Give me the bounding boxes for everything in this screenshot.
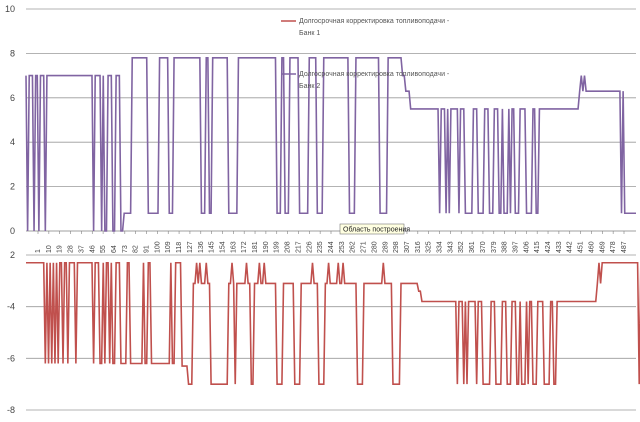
x-tick-label: 127 xyxy=(187,241,194,253)
x-tick-label: 388 xyxy=(502,241,509,253)
x-tick-label: 325 xyxy=(426,241,433,253)
x-tick-label: 433 xyxy=(556,241,563,253)
x-tick-label: 19 xyxy=(57,245,64,253)
x-tick-label: 82 xyxy=(133,245,140,253)
x-axis: 1 10 19 28 37 46 55 64 73 82 91 100 109 118 127 136 145 1… xyxy=(35,231,628,253)
x-tick-label: 118 xyxy=(176,242,183,253)
x-tick-label: 289 xyxy=(382,241,389,253)
x-tick-label: 415 xyxy=(534,241,541,253)
top-y-tick-label: 8 xyxy=(10,48,15,58)
x-tick-label: 334 xyxy=(437,241,444,253)
x-tick-label: 55 xyxy=(100,245,107,253)
legend-label-bank-2-line2: Банк 2 xyxy=(299,83,320,90)
plot-area-tooltip: Область построения xyxy=(339,223,410,235)
bottom-y-tick-label: -6 xyxy=(7,353,15,363)
x-tick-label: 352 xyxy=(458,241,465,253)
x-tick-label: 307 xyxy=(404,241,411,253)
x-tick-label: 379 xyxy=(491,241,498,253)
x-tick-label: 145 xyxy=(209,241,216,253)
x-tick-label: 1 xyxy=(35,249,42,253)
legend-entry-bank-2[interactable]: Долгосрочная корректировка топливоподачи… xyxy=(281,71,450,90)
top-y-tick-label: 6 xyxy=(10,93,15,103)
x-tick-label: 343 xyxy=(447,241,454,253)
x-tick-label: 37 xyxy=(78,245,85,253)
x-tick-label: 154 xyxy=(219,241,226,253)
x-tick-label: 172 xyxy=(241,241,248,253)
x-tick-label: 91 xyxy=(144,245,151,253)
series-line-bank-1 xyxy=(26,261,640,385)
x-tick-label: 181 xyxy=(252,241,259,253)
series-line-bank-2 xyxy=(25,57,636,232)
x-tick-label: 244 xyxy=(328,241,335,253)
x-tick-label: 199 xyxy=(274,241,281,253)
x-tick-label: 451 xyxy=(578,241,585,253)
legend-label-bank-1-line1: Долгосрочная корректировка топливоподачи… xyxy=(299,18,450,25)
x-tick-label: 100 xyxy=(154,241,161,253)
x-tick-label: 190 xyxy=(263,241,270,253)
x-tick-label: 136 xyxy=(198,241,205,253)
x-tick-label: 262 xyxy=(350,241,357,253)
x-tick-label: 370 xyxy=(480,241,487,253)
x-tick-label: 217 xyxy=(295,241,302,253)
legend: Долгосрочная корректировка топливоподачи… xyxy=(281,18,450,90)
x-tick-label: 46 xyxy=(89,245,96,253)
x-tick-label: 235 xyxy=(317,241,324,253)
legend-entry-bank-1[interactable]: Долгосрочная корректировка топливоподачи… xyxy=(281,18,450,37)
top-y-tick-label: 2 xyxy=(10,182,15,192)
top-y-tick-label: 0 xyxy=(10,226,15,236)
x-tick-label: 109 xyxy=(165,241,172,253)
bottom-y-tick-label: -4 xyxy=(7,302,15,312)
x-tick-label: 460 xyxy=(588,241,595,253)
x-tick-label: 163 xyxy=(230,241,237,253)
x-tick-label: 271 xyxy=(361,241,368,253)
bottom-y-tick-label: 2 xyxy=(10,250,15,260)
x-tick-label: 28 xyxy=(68,245,75,253)
bottom-y-tick-label: -8 xyxy=(7,405,15,415)
legend-label-bank-2-line1: Долгосрочная корректировка топливоподачи… xyxy=(299,71,450,78)
legend-label-bank-1-line2: Банк 1 xyxy=(299,30,320,37)
x-tick-label: 73 xyxy=(122,245,129,253)
bottom-panel-y-axis: 2 -4 -6 -8 xyxy=(7,250,15,415)
top-y-tick-label: 10 xyxy=(5,4,15,14)
bottom-panel-gridlines xyxy=(26,254,636,411)
x-tick-label: 316 xyxy=(415,241,422,253)
x-tick-label: 298 xyxy=(393,241,400,253)
x-tick-label: 442 xyxy=(567,241,574,253)
top-panel-gridlines xyxy=(26,8,636,232)
x-tick-label: 361 xyxy=(469,241,476,253)
x-tick-label: 208 xyxy=(285,241,292,253)
series-layer xyxy=(25,57,640,385)
x-tick-label: 424 xyxy=(545,241,552,253)
x-tick-label: 469 xyxy=(599,241,606,253)
top-panel-y-axis: 0 2 4 6 8 10 xyxy=(5,4,15,236)
x-tick-label: 487 xyxy=(621,241,628,253)
x-tick-label: 64 xyxy=(111,245,118,253)
x-tick-label: 253 xyxy=(339,241,346,253)
x-tick-label: 406 xyxy=(523,241,530,253)
tooltip-text: Область построения xyxy=(343,226,410,234)
x-tick-label: 478 xyxy=(610,241,617,253)
top-y-tick-label: 4 xyxy=(10,137,15,147)
x-tick-label: 397 xyxy=(512,241,519,253)
x-tick-label: 10 xyxy=(46,245,53,253)
x-tick-label: 280 xyxy=(371,241,378,253)
x-tick-label: 226 xyxy=(306,241,313,253)
